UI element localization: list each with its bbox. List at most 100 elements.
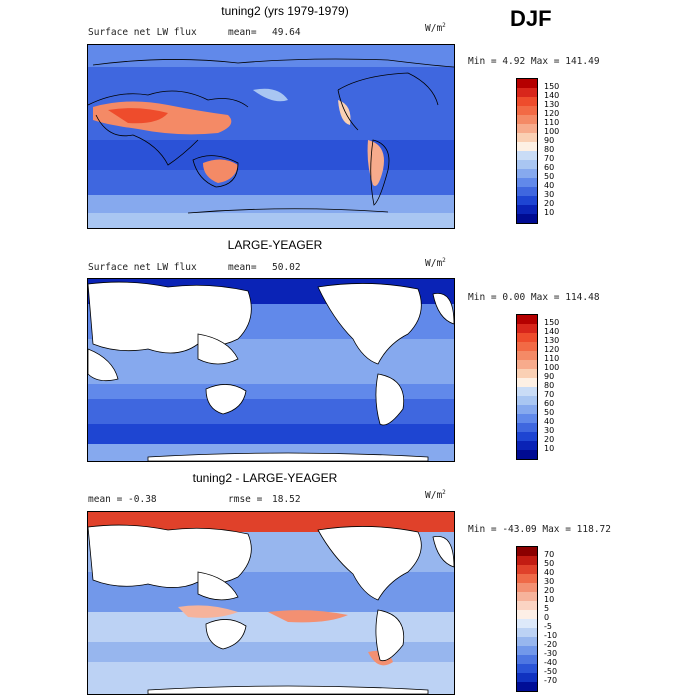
colorbar-segment	[517, 151, 537, 160]
colorbar-segment	[517, 88, 537, 97]
colorbar-tick-label: -5	[544, 622, 552, 631]
colorbar-segment	[517, 115, 537, 124]
panel2-map-field	[88, 279, 454, 461]
colorbar-segment	[517, 196, 537, 205]
panel3-stat-label: rmse =	[228, 494, 263, 505]
panel3-title: tuning2 - LARGE-YEAGER	[192, 471, 338, 485]
colorbar-segment	[517, 601, 537, 610]
colorbar-segment	[517, 315, 537, 324]
colorbar-tick-label: 100	[544, 363, 560, 372]
colorbar-tick-label: 30	[544, 426, 555, 435]
colorbar-segment	[517, 628, 537, 637]
panel1-title: tuning2 (yrs 1979-1979)	[221, 4, 349, 18]
colorbar-segment	[517, 637, 537, 646]
colorbar-tick-label: 140	[544, 327, 560, 336]
colorbar-tick-label: 30	[544, 577, 555, 586]
colorbar-segment	[517, 178, 537, 187]
colorbar-segment	[517, 664, 537, 673]
colorbar-tick-label: 40	[544, 568, 555, 577]
colorbar-segment	[517, 387, 537, 396]
colorbar-tick-label: -40	[544, 658, 558, 667]
panel3-units: W/m2	[425, 489, 446, 502]
colorbar-tick-label: -50	[544, 667, 558, 676]
panel3-map-field	[88, 512, 454, 694]
colorbar-segment	[517, 655, 537, 664]
colorbar-tick-label: 70	[544, 154, 555, 163]
colorbar-tick-label: 90	[544, 372, 555, 381]
colorbar-segment	[517, 574, 537, 583]
colorbar-segment	[517, 432, 537, 441]
colorbar-tick-label: 50	[544, 559, 555, 568]
colorbar-segment	[517, 592, 537, 601]
panel3-minmax: Min = -43.09 Max = 118.72	[468, 524, 611, 535]
colorbar-tick-label: 50	[544, 172, 555, 181]
colorbar-tick-label: 100	[544, 127, 560, 136]
colorbar-tick-label: 10	[544, 595, 555, 604]
panel2-map	[87, 278, 455, 462]
panel2-stat-label: mean=	[228, 262, 257, 273]
season-label: DJF	[510, 6, 552, 31]
panel1-map-field	[88, 45, 454, 228]
panel3-stat-value: 18.52	[272, 494, 301, 505]
colorbar-segment	[517, 106, 537, 115]
panel3-colorbar-ticks: 70 50 40 30 20 10 5 0 -5 -10 -20 -30 -40 -50 -70	[544, 546, 574, 692]
colorbar-tick-label: 150	[544, 318, 560, 327]
colorbar-segment	[517, 205, 537, 214]
colorbar-segment	[517, 124, 537, 133]
colorbar-tick-label: 70	[544, 390, 555, 399]
panel2-stat-value: 50.02	[272, 262, 301, 273]
colorbar-tick-label: 30	[544, 190, 555, 199]
colorbar-segment	[517, 187, 537, 196]
colorbar-tick-label: 0	[544, 613, 550, 622]
colorbar-tick-label: 40	[544, 181, 555, 190]
colorbar-segment	[517, 142, 537, 151]
colorbar-tick-label: 20	[544, 586, 555, 595]
colorbar-segment	[517, 79, 537, 88]
colorbar-segment	[517, 646, 537, 655]
panel1-colorbar-ticks: 150 140 130 120 110 100 90 80 70 60 50 40 30 20 10	[544, 78, 574, 224]
colorbar-tick-label: 60	[544, 163, 555, 172]
panel3-colorbar	[516, 546, 538, 692]
panel2-minmax: Min = 0.00 Max = 114.48	[468, 292, 600, 303]
colorbar-segment	[517, 441, 537, 450]
colorbar-tick-label: 10	[544, 444, 555, 453]
colorbar-segment	[517, 414, 537, 423]
colorbar-tick-label: 40	[544, 417, 555, 426]
colorbar-segment	[517, 342, 537, 351]
colorbar-tick-label: 70	[544, 550, 555, 559]
panel1-stat-value: 49.64	[272, 27, 301, 38]
panel1-stat-label: mean=	[228, 27, 257, 38]
colorbar-segment	[517, 619, 537, 628]
colorbar-segment	[517, 396, 537, 405]
colorbar-segment	[517, 682, 537, 691]
colorbar-tick-label: 110	[544, 118, 560, 127]
colorbar-tick-label: -10	[544, 631, 558, 640]
panel2-colorbar-ticks: 150 140 130 120 110 100 90 80 70 60 50 40 30 20 10	[544, 314, 574, 460]
panel1-minmax: Min = 4.92 Max = 141.49	[468, 56, 600, 67]
panel1-units: W/m2	[425, 22, 446, 35]
colorbar-tick-label: 140	[544, 91, 560, 100]
colorbar-segment	[517, 423, 537, 432]
colorbar-segment	[517, 450, 537, 459]
colorbar-segment	[517, 133, 537, 142]
panel2-units: W/m2	[425, 257, 446, 270]
colorbar-segment	[517, 378, 537, 387]
colorbar-segment	[517, 169, 537, 178]
colorbar-segment	[517, 351, 537, 360]
panel1-map	[87, 44, 455, 229]
colorbar-segment	[517, 97, 537, 106]
colorbar-tick-label: 130	[544, 336, 560, 345]
colorbar-tick-label: 90	[544, 136, 555, 145]
panel1-colorbar	[516, 78, 538, 224]
colorbar-segment	[517, 360, 537, 369]
colorbar-tick-label: 80	[544, 145, 555, 154]
colorbar-segment	[517, 405, 537, 414]
panel2-variable-label: Surface net LW flux	[88, 262, 197, 273]
colorbar-tick-label: 20	[544, 199, 555, 208]
colorbar-segment	[517, 214, 537, 223]
panel3-mean-label: mean = -0.38	[88, 494, 157, 505]
panel3-map	[87, 511, 455, 695]
colorbar-segment	[517, 547, 537, 556]
colorbar-tick-label: -30	[544, 649, 558, 658]
colorbar-tick-label: 120	[544, 345, 560, 354]
